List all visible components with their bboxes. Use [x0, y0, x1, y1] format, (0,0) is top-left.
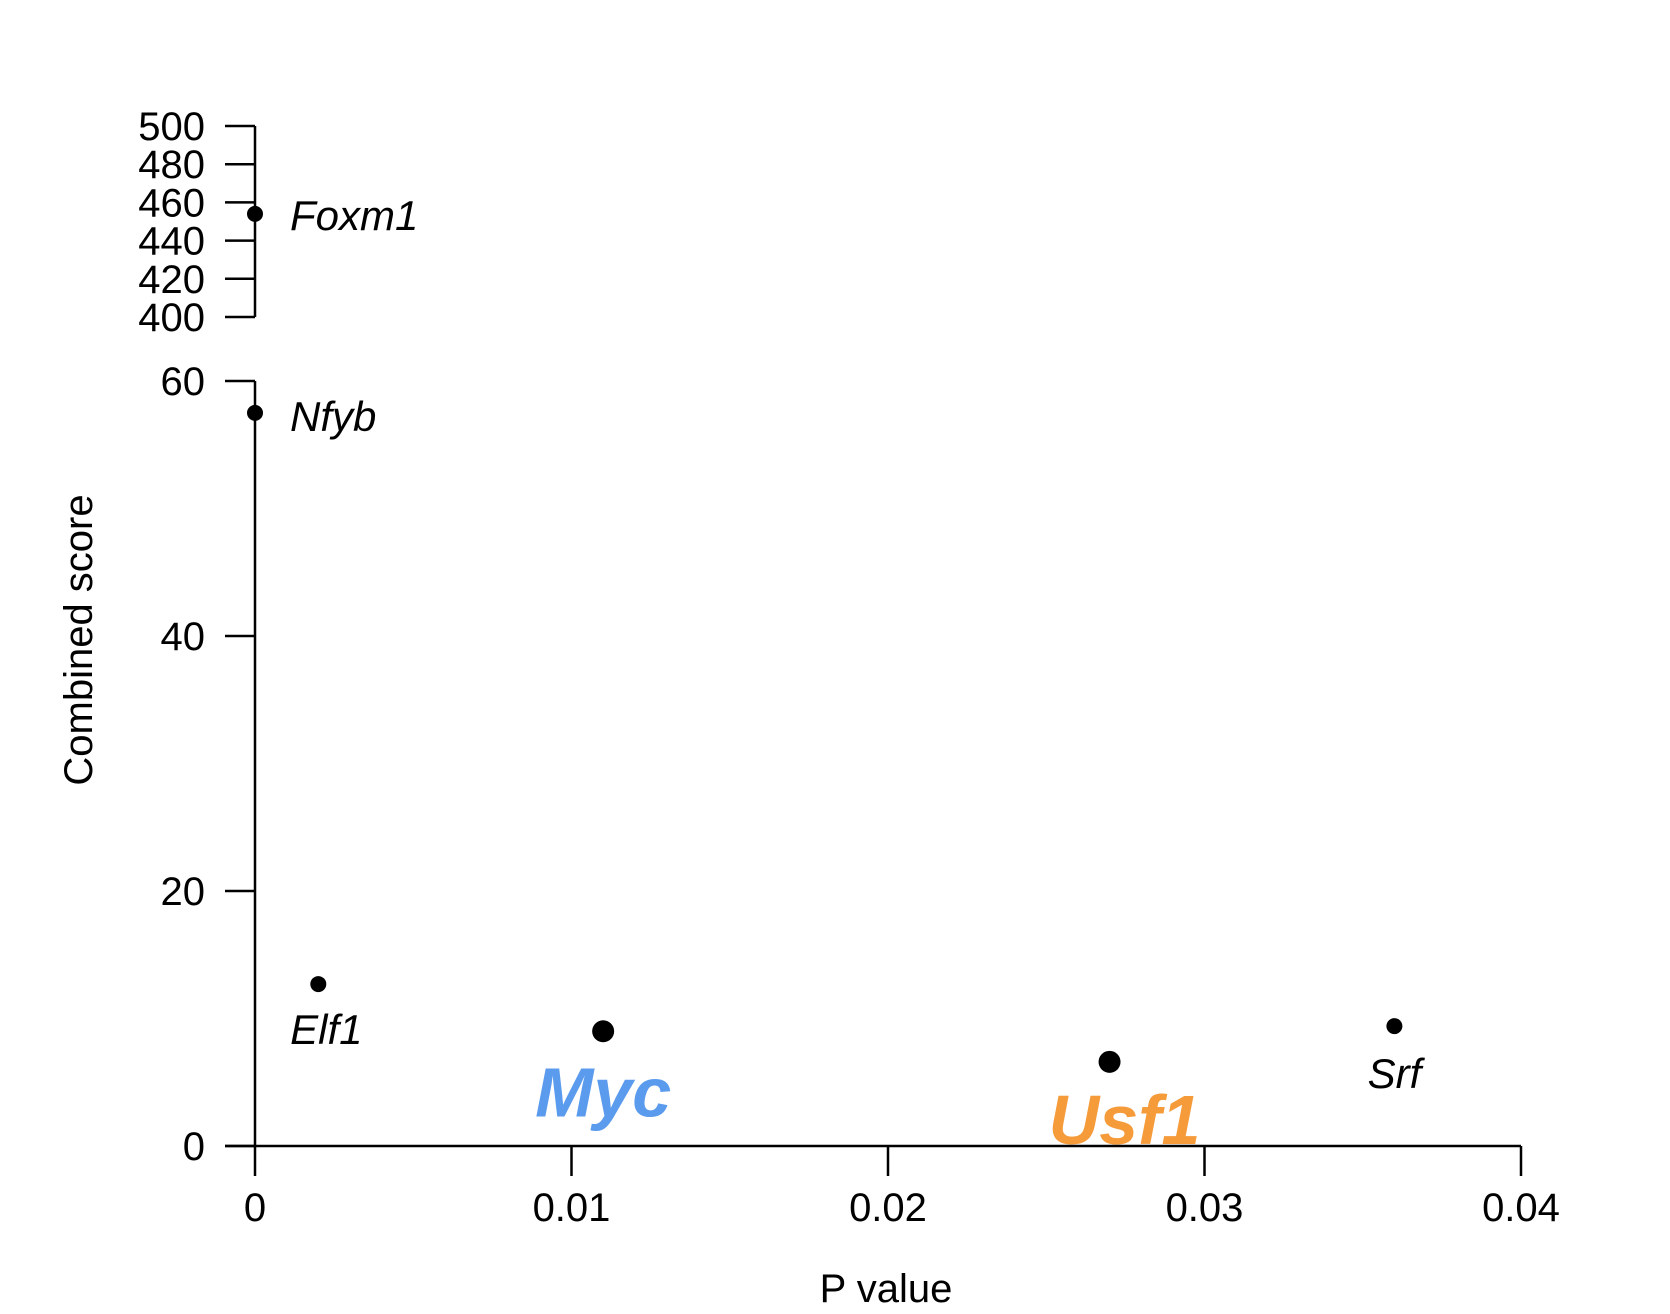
point-foxm1	[247, 205, 263, 222]
y-tick-label-20: 20	[161, 870, 206, 914]
point-usf1	[1098, 1050, 1121, 1073]
label-usf1: Usf1	[1049, 1081, 1201, 1159]
y-tick-label-500: 500	[138, 105, 205, 149]
data-points	[247, 205, 1403, 1073]
y-tick-label-480: 480	[138, 143, 205, 187]
axes	[225, 124, 1523, 1176]
x-tick-label-0.04: 0.04	[1482, 1186, 1560, 1230]
x-tick-label-0.01: 0.01	[533, 1186, 611, 1230]
y-tick-label-460: 460	[138, 181, 205, 225]
point-elf1	[310, 976, 327, 993]
y-tick-label-60: 60	[161, 360, 206, 404]
label-srf: Srf	[1368, 1050, 1426, 1097]
y-tick-label-400: 400	[138, 296, 205, 340]
x-tick-label-0.03: 0.03	[1166, 1186, 1244, 1230]
y-tick-label-420: 420	[138, 258, 205, 302]
label-foxm1: Foxm1	[290, 192, 418, 239]
y-tick-label-440: 440	[138, 220, 205, 264]
label-myc: Myc	[535, 1053, 671, 1131]
point-nfyb	[247, 404, 263, 421]
x-axis-title: P value	[820, 1267, 953, 1311]
label-elf1: Elf1	[290, 1006, 362, 1053]
point-myc	[592, 1020, 615, 1043]
point-labels: Foxm1 Nfyb Elf1 Myc Usf1 Srf	[290, 192, 1426, 1159]
x-tick-label-0: 0	[244, 1186, 266, 1230]
y-tick-label-0: 0	[183, 1125, 205, 1169]
y-tick-label-40: 40	[161, 615, 206, 659]
x-tick-label-0.02: 0.02	[849, 1186, 927, 1230]
label-nfyb: Nfyb	[290, 393, 376, 440]
point-srf	[1386, 1018, 1403, 1035]
y-axis-title: Combined score	[57, 494, 101, 785]
